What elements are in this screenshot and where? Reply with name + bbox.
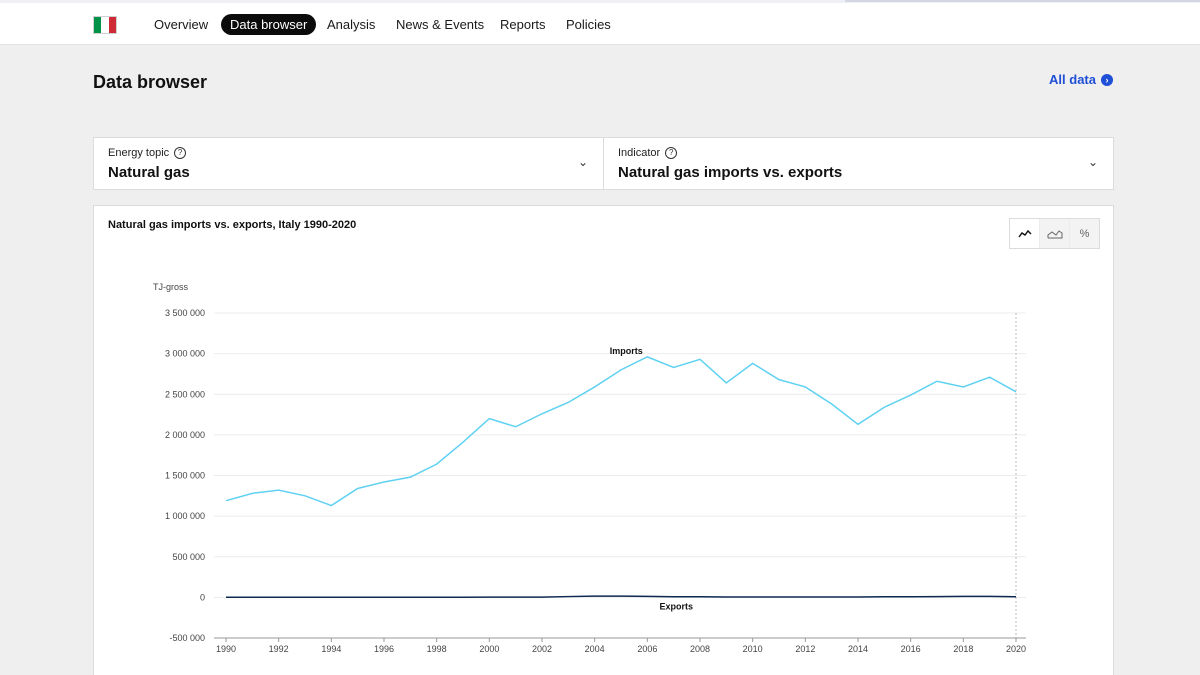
indicator-label-row: Indicator ?	[618, 147, 678, 159]
x-tick-label: 1996	[374, 644, 394, 654]
indicator-label: Indicator	[618, 147, 661, 159]
series-label-imports: Imports	[610, 346, 643, 356]
nav-news-events[interactable]: News & Events	[396, 17, 485, 32]
italy-flag-icon[interactable]	[93, 16, 117, 34]
x-tick-label: 2020	[1006, 644, 1026, 654]
x-tick-label: 1992	[269, 644, 289, 654]
line-chart-icon	[1017, 229, 1031, 237]
y-tick-label: 1 000 000	[165, 511, 205, 521]
chevron-down-icon: ⌄	[577, 155, 588, 169]
x-tick-label: 2018	[953, 644, 973, 654]
top-navbar: Overview Data browser Analysis News & Ev…	[0, 3, 1200, 45]
series-line-imports	[225, 356, 1017, 507]
y-tick-label: 2 500 000	[165, 389, 205, 399]
x-tick-label: 2004	[585, 644, 605, 654]
energy-topic-label-row: Energy topic ?	[108, 147, 187, 159]
line-chart: TJ-gross -500 000 0 500 000 1 000 000 1 500 0…	[153, 282, 1026, 654]
y-tick-label: 0	[200, 592, 205, 602]
flag-stripe-green	[94, 17, 102, 33]
chart-type-toggle: %	[1009, 218, 1100, 249]
x-tick-label: 2016	[901, 644, 921, 654]
arrow-right-circle-icon: ›	[1101, 73, 1113, 86]
x-tick-label: 2008	[690, 644, 710, 654]
x-tick-label: 2014	[848, 644, 868, 654]
flag-stripe-red	[108, 17, 116, 33]
help-icon[interactable]: ?	[665, 147, 678, 159]
energy-topic-value: Natural gas	[108, 164, 190, 181]
x-tick-label: 2012	[795, 644, 815, 654]
nav-overview[interactable]: Overview	[154, 17, 209, 32]
percent-icon: %	[1079, 227, 1090, 240]
nav-data-browser[interactable]: Data browser	[221, 14, 317, 35]
nav-policies[interactable]: Policies	[566, 17, 611, 32]
x-tick-label: 1994	[321, 644, 341, 654]
x-tick-label: 1990	[216, 644, 236, 654]
flag-stripe-white	[101, 17, 109, 33]
area-chart-icon	[1047, 229, 1062, 238]
y-tick-label: 1 500 000	[165, 471, 205, 481]
x-tick-label: 1998	[427, 644, 447, 654]
area-chart-toggle[interactable]	[1040, 219, 1070, 248]
indicator-value: Natural gas imports vs. exports	[618, 164, 843, 181]
indicator-dropdown[interactable]: Indicator ? Natural gas imports vs. expo…	[604, 138, 1113, 189]
all-data-label: All data	[1049, 72, 1096, 87]
selector-bar: Energy topic ? Natural gas ⌄ Indicator ?…	[93, 137, 1114, 190]
chevron-down-icon: ⌄	[1087, 155, 1098, 169]
series-label-exports: Exports	[660, 601, 694, 611]
help-icon[interactable]: ?	[174, 147, 187, 159]
chart-title: Natural gas imports vs. exports, Italy 1…	[108, 219, 357, 231]
page-title: Data browser	[93, 72, 208, 92]
y-tick-label: 500 000	[172, 552, 205, 562]
y-axis-label: TJ-gross	[153, 282, 189, 292]
y-tick-label: -500 000	[169, 633, 205, 643]
y-tick-label: 3 000 000	[165, 349, 205, 359]
nav-analysis[interactable]: Analysis	[327, 17, 376, 32]
x-tick-label: 2002	[532, 644, 552, 654]
x-tick-label: 2010	[743, 644, 763, 654]
y-tick-label: 3 500 000	[165, 308, 205, 318]
line-chart-toggle[interactable]	[1010, 219, 1040, 248]
all-data-link[interactable]: All data ›	[1049, 72, 1113, 87]
top-progress-segment	[845, 0, 1200, 2]
x-tick-label: 2006	[637, 644, 657, 654]
y-tick-label: 2 000 000	[165, 430, 205, 440]
energy-topic-dropdown[interactable]: Energy topic ? Natural gas ⌄	[94, 138, 604, 189]
nav-reports[interactable]: Reports	[500, 17, 546, 32]
energy-topic-label: Energy topic	[108, 147, 170, 159]
chart-card: Natural gas imports vs. exports, Italy 1…	[93, 205, 1114, 675]
x-tick-label: 2000	[479, 644, 499, 654]
percent-toggle[interactable]: %	[1070, 219, 1099, 248]
top-progress-line	[0, 0, 1200, 3]
